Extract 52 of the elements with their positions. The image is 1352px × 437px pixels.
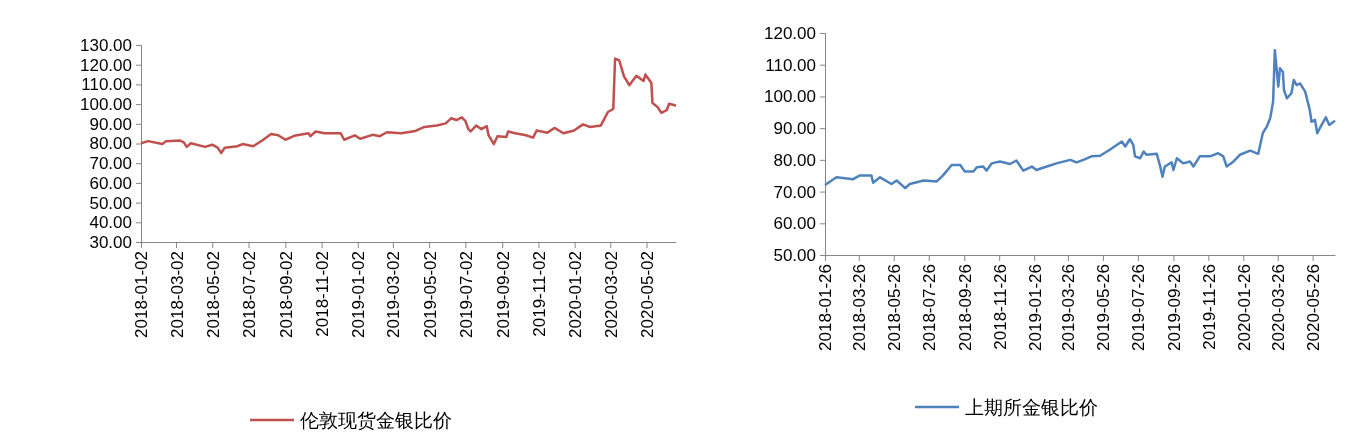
x-tick-label: 2019-09-02 xyxy=(493,251,513,338)
x-tick-label: 2018-05-02 xyxy=(203,251,223,338)
x-tick-label: 2019-11-26 xyxy=(1199,264,1219,350)
y-tick-label: 130.00 xyxy=(80,35,132,55)
x-tick-label: 2018-01-02 xyxy=(132,251,152,338)
x-tick-label: 2018-03-26 xyxy=(850,264,870,351)
legend-label: 上期所金银比价 xyxy=(965,396,1098,418)
x-tick-label: 2019-07-02 xyxy=(456,251,476,338)
y-tick-label: 80.00 xyxy=(773,150,816,170)
y-tick-label: 40.00 xyxy=(89,213,132,233)
y-tick-label: 120.00 xyxy=(80,55,132,75)
y-tick-label: 50.00 xyxy=(773,245,816,265)
y-tick-label: 90.00 xyxy=(773,119,816,139)
x-tick-label: 2020-05-02 xyxy=(637,251,657,338)
x-tick-label: 2019-05-26 xyxy=(1094,264,1114,351)
x-tick-label: 2018-03-02 xyxy=(167,251,187,338)
x-tick-label: 2019-05-02 xyxy=(420,251,440,338)
y-tick-label: 90.00 xyxy=(89,114,132,134)
x-tick-label: 2019-01-02 xyxy=(349,251,369,338)
x-tick-label: 2018-05-26 xyxy=(885,264,905,351)
x-tick-label: 2019-03-02 xyxy=(384,251,404,338)
y-tick-label: 100.00 xyxy=(764,87,816,107)
y-tick-label: 120.00 xyxy=(764,23,816,43)
x-tick-label: 2018-07-02 xyxy=(239,251,259,338)
x-tick-label: 2019-09-26 xyxy=(1164,264,1184,351)
x-tick-label: 2019-03-26 xyxy=(1059,264,1079,351)
y-tick-label: 100.00 xyxy=(80,95,132,115)
x-tick-label: 2020-05-26 xyxy=(1304,264,1324,351)
y-tick-label: 80.00 xyxy=(89,134,132,154)
x-tick-label: 2018-09-02 xyxy=(276,251,296,338)
y-tick-label: 70.00 xyxy=(89,154,132,174)
x-tick-label: 2018-01-26 xyxy=(816,264,836,351)
x-tick-label: 2018-11-02 xyxy=(313,251,333,337)
x-tick-label: 2020-01-26 xyxy=(1234,264,1254,351)
legend-label: 伦敦现货金银比价 xyxy=(300,409,452,431)
x-tick-label: 2020-03-02 xyxy=(601,251,621,338)
x-tick-label: 2019-07-26 xyxy=(1129,264,1149,351)
y-tick-label: 70.00 xyxy=(773,182,816,202)
x-tick-label: 2018-11-26 xyxy=(990,264,1010,350)
x-tick-label: 2019-01-26 xyxy=(1025,264,1045,351)
y-tick-label: 60.00 xyxy=(773,214,816,234)
y-tick-label: 30.00 xyxy=(89,232,132,252)
y-tick-label: 110.00 xyxy=(81,75,132,95)
x-tick-label: 2020-01-02 xyxy=(566,251,586,338)
y-tick-label: 110.00 xyxy=(765,55,816,75)
x-tick-label: 2019-11-02 xyxy=(529,251,549,337)
x-tick-label: 2018-09-26 xyxy=(955,264,975,351)
x-tick-label: 2018-07-26 xyxy=(920,264,940,351)
y-tick-label: 50.00 xyxy=(89,193,132,213)
y-tick-label: 60.00 xyxy=(89,173,132,193)
line-series xyxy=(823,48,1337,190)
x-tick-label: 2020-03-26 xyxy=(1269,264,1289,351)
